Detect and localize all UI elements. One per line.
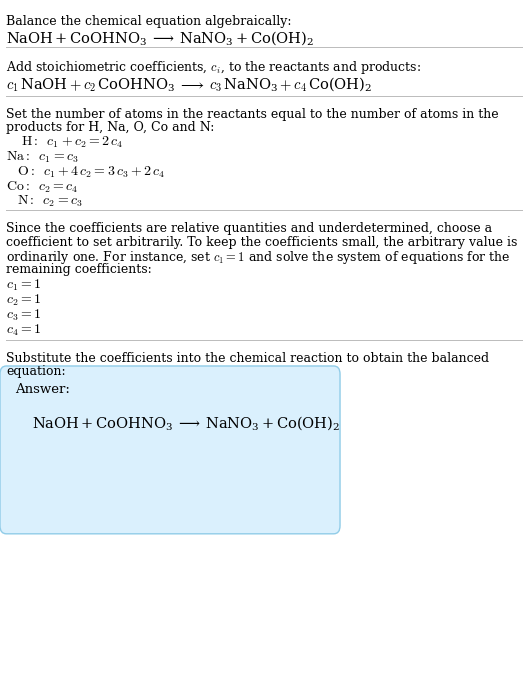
Text: equation:: equation: — [6, 365, 66, 378]
Text: $c_1 = 1$: $c_1 = 1$ — [6, 278, 42, 293]
Text: $c_3 = 1$: $c_3 = 1$ — [6, 307, 42, 323]
Text: $c_1\,\mathregular{NaOH} + c_2\,\mathregular{CoOHNO_3} \;\longrightarrow\; c_3\,: $c_1\,\mathregular{NaOH} + c_2\,\mathreg… — [6, 75, 372, 94]
Text: $\mathregular{NaOH + CoOHNO_3 \;\longrightarrow\; NaNO_3 + Co(OH)_2}$: $\mathregular{NaOH + CoOHNO_3 \;\longrig… — [6, 30, 314, 47]
Text: $\mathrm{Na:}\;\;c_1 = c_3$: $\mathrm{Na:}\;\;c_1 = c_3$ — [6, 150, 79, 165]
Text: Balance the chemical equation algebraically:: Balance the chemical equation algebraica… — [6, 15, 292, 28]
Text: $\mathregular{NaOH + CoOHNO_3 \;\longrightarrow\; NaNO_3 + Co(OH)_2}$: $\mathregular{NaOH + CoOHNO_3 \;\longrig… — [32, 415, 340, 432]
Text: remaining coefficients:: remaining coefficients: — [6, 263, 152, 276]
Text: $\mathrm{Co:}\;\;c_2 = c_4$: $\mathrm{Co:}\;\;c_2 = c_4$ — [6, 179, 79, 195]
Text: ordinarily one. For instance, set $c_1 = 1$ and solve the system of equations fo: ordinarily one. For instance, set $c_1 =… — [6, 249, 511, 266]
FancyBboxPatch shape — [0, 366, 340, 534]
Text: products for H, Na, O, Co and N:: products for H, Na, O, Co and N: — [6, 121, 215, 134]
Text: Since the coefficients are relative quantities and underdetermined, choose a: Since the coefficients are relative quan… — [6, 222, 493, 235]
Text: $c_4 = 1$: $c_4 = 1$ — [6, 322, 42, 338]
Text: $c_2 = 1$: $c_2 = 1$ — [6, 293, 42, 308]
Text: Set the number of atoms in the reactants equal to the number of atoms in the: Set the number of atoms in the reactants… — [6, 108, 499, 121]
Text: $\mathrm{N:}\;\;c_2 = c_3$: $\mathrm{N:}\;\;c_2 = c_3$ — [17, 194, 83, 210]
Text: Answer:: Answer: — [15, 383, 70, 396]
Text: $\mathrm{O:}\;\;c_1 + 4\,c_2 = 3\,c_3 + 2\,c_4$: $\mathrm{O:}\;\;c_1 + 4\,c_2 = 3\,c_3 + … — [17, 164, 165, 180]
Text: Substitute the coefficients into the chemical reaction to obtain the balanced: Substitute the coefficients into the che… — [6, 352, 489, 365]
Text: Add stoichiometric coefficients, $c_i$, to the reactants and products:: Add stoichiometric coefficients, $c_i$, … — [6, 59, 421, 76]
Text: coefficient to set arbitrarily. To keep the coefficients small, the arbitrary va: coefficient to set arbitrarily. To keep … — [6, 236, 518, 249]
Text: $\mathrm{H:}\;\;c_1 + c_2 = 2\,c_4$: $\mathrm{H:}\;\;c_1 + c_2 = 2\,c_4$ — [21, 135, 124, 150]
